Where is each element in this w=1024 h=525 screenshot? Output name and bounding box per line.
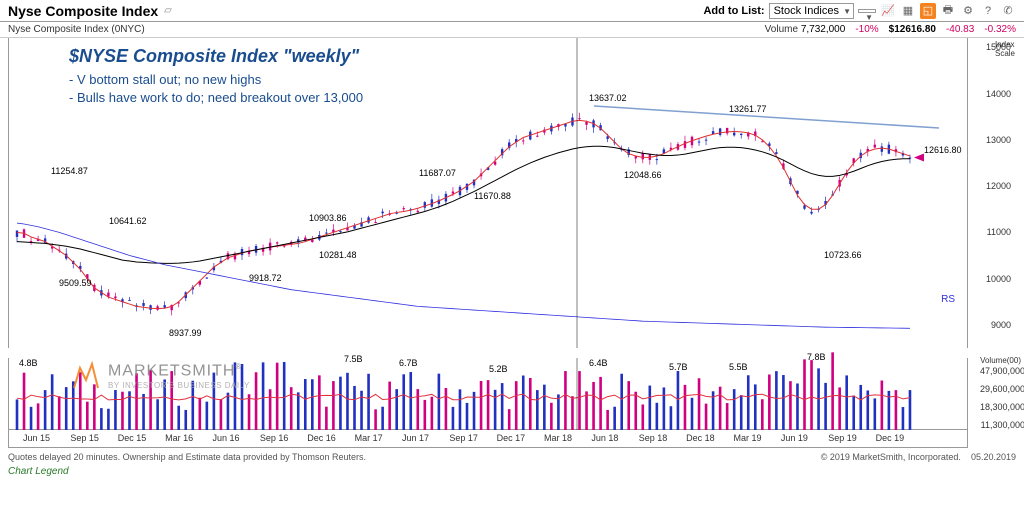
phone-icon[interactable]: ✆ bbox=[1000, 3, 1016, 19]
y-tick-label: 11000 bbox=[987, 227, 1011, 237]
volume-scale-label: Volume(00) bbox=[980, 356, 1021, 365]
chart-legend-link[interactable]: Chart Legend bbox=[8, 466, 69, 477]
price-chart[interactable]: $NYSE Composite Index "weekly" - V botto… bbox=[8, 38, 968, 348]
footer-date: 05.20.2019 bbox=[971, 452, 1016, 462]
alert-icon[interactable]: ◱ bbox=[920, 3, 936, 19]
price-data-label: 13261.77 bbox=[729, 104, 767, 114]
x-tick-label: Sep 15 bbox=[70, 433, 99, 443]
volume-data-label: 5.7B bbox=[669, 362, 688, 372]
footer-copyright: © 2019 MarketSmith, Incorporated. bbox=[821, 452, 961, 462]
volume-data-label: 7.8B bbox=[807, 352, 826, 362]
volume-data-label: 6.4B bbox=[589, 358, 608, 368]
price-data-label: 8937.99 bbox=[169, 328, 202, 338]
volume-data-label: 5.5B bbox=[729, 362, 748, 372]
price-data-label: 12048.66 bbox=[624, 170, 662, 180]
price-data-label: 11254.87 bbox=[51, 166, 88, 176]
volume-y-tick: 11,300,000 bbox=[981, 420, 1024, 430]
price-data-label: 10903.86 bbox=[309, 213, 347, 223]
grid-view-icon[interactable]: ▦ bbox=[900, 3, 916, 19]
chart-container: $NYSE Composite Index "weekly" - V botto… bbox=[0, 38, 1024, 478]
x-tick-label: Mar 18 bbox=[544, 433, 572, 443]
volume-data-label: 4.8B bbox=[19, 358, 38, 368]
price-data-label: 9509.59 bbox=[59, 278, 92, 288]
help-icon[interactable]: ? bbox=[980, 3, 996, 19]
x-tick-label: Dec 17 bbox=[497, 433, 526, 443]
y-tick-label: 13000 bbox=[986, 135, 1011, 145]
volume-value: 7,732,000 bbox=[801, 24, 846, 35]
x-tick-label: Dec 18 bbox=[686, 433, 715, 443]
secondary-dropdown[interactable]: ▼ bbox=[858, 9, 876, 13]
footer-disclaimer: Quotes delayed 20 minutes. Ownership and… bbox=[8, 452, 366, 462]
symbol-info: Nyse Composite Index (0NYC) bbox=[8, 24, 145, 35]
price-value: $12616.80 bbox=[889, 24, 936, 35]
chart-title: Nyse Composite Index bbox=[8, 3, 158, 19]
x-tick-label: Jun 17 bbox=[402, 433, 429, 443]
x-tick-label: Mar 19 bbox=[734, 433, 762, 443]
volume-y-tick: 18,300,000 bbox=[980, 402, 1024, 412]
marketsmith-watermark: MARKETSMITH® BY INVESTOR'S BUSINESS DAIL… bbox=[70, 360, 250, 392]
flag-icon: ▱ bbox=[164, 5, 172, 16]
price-data-label: 10641.62 bbox=[109, 216, 147, 226]
price-data-label: 12616.80 bbox=[924, 145, 962, 155]
x-tick-label: Dec 16 bbox=[307, 433, 336, 443]
price-data-label: 10723.66 bbox=[824, 250, 862, 260]
price-data-label: 9918.72 bbox=[249, 273, 282, 283]
x-tick-label: Mar 17 bbox=[355, 433, 383, 443]
header-toolbar: Add to List: Stock Indices ▼ ▼ 📈 ▦ ◱ 🖶 ⚙… bbox=[703, 3, 1016, 19]
chart-header: Nyse Composite Index ▱ Add to List: Stoc… bbox=[0, 0, 1024, 22]
add-to-list-label: Add to List: bbox=[703, 5, 764, 17]
volume-y-tick: 47,900,000 bbox=[980, 366, 1024, 376]
info-bar: Nyse Composite Index (0NYC) Volume 7,732… bbox=[0, 22, 1024, 38]
price-change: -40.83 bbox=[946, 24, 974, 35]
dropdown-value: Stock Indices bbox=[774, 5, 839, 17]
price-data-label: 11670.88 bbox=[474, 191, 511, 201]
settings-icon[interactable]: ⚙ bbox=[960, 3, 976, 19]
chevron-down-icon: ▼ bbox=[865, 13, 873, 22]
volume-pct: -10% bbox=[855, 24, 878, 35]
chevron-down-icon: ▼ bbox=[843, 7, 851, 16]
volume-data-label: 5.2B bbox=[489, 364, 508, 374]
annotation-title: $NYSE Composite Index "weekly" bbox=[69, 46, 359, 67]
volume-data-label: 7.5B bbox=[344, 354, 363, 364]
x-tick-label: Mar 16 bbox=[165, 433, 193, 443]
volume-data-label: 6.7B bbox=[399, 358, 418, 368]
x-tick-label: Sep 17 bbox=[449, 433, 478, 443]
rs-label: RS bbox=[941, 294, 955, 305]
x-tick-label: Sep 16 bbox=[260, 433, 289, 443]
x-tick-label: Dec 15 bbox=[118, 433, 147, 443]
price-data-label: 10281.48 bbox=[319, 250, 357, 260]
volume-y-tick: 29,600,000 bbox=[980, 384, 1024, 394]
quote-info: Volume 7,732,000 -10% $12616.80 -40.83 -… bbox=[765, 24, 1016, 35]
x-tick-label: Jun 15 bbox=[23, 433, 50, 443]
watermark-sub: BY INVESTOR'S BUSINESS DAILY bbox=[108, 381, 250, 390]
x-tick-label: Jun 19 bbox=[781, 433, 808, 443]
volume-label: Volume bbox=[765, 24, 798, 35]
price-data-label: 11687.07 bbox=[419, 168, 456, 178]
chart-view-icon[interactable]: 📈 bbox=[880, 3, 896, 19]
watermark-icon bbox=[70, 360, 102, 392]
y-tick-label: 12000 bbox=[986, 181, 1011, 191]
y-tick-label: 15000 bbox=[986, 42, 1011, 52]
y-tick-label: 14000 bbox=[986, 89, 1011, 99]
x-tick-label: Sep 19 bbox=[828, 433, 857, 443]
x-tick-label: Jun 16 bbox=[212, 433, 239, 443]
annotation-line-2: - Bulls have work to do; need breakout o… bbox=[69, 90, 363, 105]
x-axis: Jun 15 Sep 15 Dec 15 Mar 16 Jun 16 Sep 16 Dec … bbox=[8, 430, 968, 448]
x-tick-label: Sep 18 bbox=[639, 433, 668, 443]
list-dropdown[interactable]: Stock Indices ▼ bbox=[769, 3, 854, 19]
price-change-pct: -0.32% bbox=[984, 24, 1016, 35]
y-tick-label: 10000 bbox=[986, 274, 1011, 284]
y-tick-label: 9000 bbox=[991, 320, 1011, 330]
print-icon[interactable]: 🖶 bbox=[940, 3, 956, 19]
watermark-main: MARKETSMITH® bbox=[108, 362, 250, 380]
chart-footer: Quotes delayed 20 minutes. Ownership and… bbox=[8, 452, 1016, 462]
x-tick-label: Dec 19 bbox=[876, 433, 905, 443]
annotation-line-1: - V bottom stall out; no new highs bbox=[69, 72, 261, 87]
price-data-label: 13637.02 bbox=[589, 93, 627, 103]
x-tick-label: Jun 18 bbox=[591, 433, 618, 443]
